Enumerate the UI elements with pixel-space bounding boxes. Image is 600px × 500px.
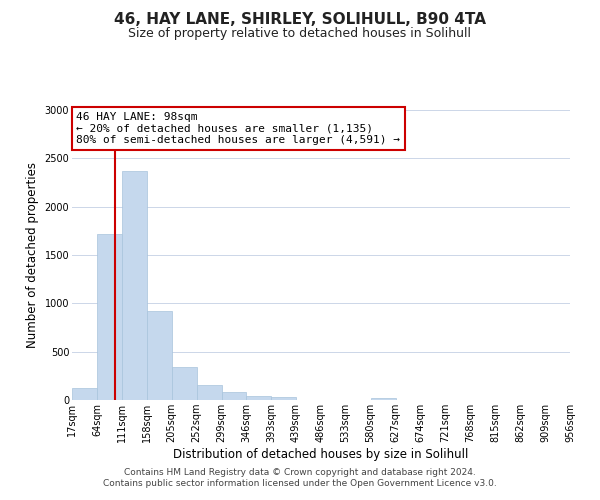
Text: 46 HAY LANE: 98sqm
← 20% of detached houses are smaller (1,135)
80% of semi-deta: 46 HAY LANE: 98sqm ← 20% of detached hou… (76, 112, 400, 145)
Text: 46, HAY LANE, SHIRLEY, SOLIHULL, B90 4TA: 46, HAY LANE, SHIRLEY, SOLIHULL, B90 4TA (114, 12, 486, 28)
Y-axis label: Number of detached properties: Number of detached properties (26, 162, 39, 348)
Bar (247, 396, 271, 400)
Bar (371, 398, 395, 400)
Bar (72, 388, 97, 400)
Bar (271, 397, 296, 400)
X-axis label: Distribution of detached houses by size in Solihull: Distribution of detached houses by size … (173, 448, 469, 461)
Text: Size of property relative to detached houses in Solihull: Size of property relative to detached ho… (128, 28, 472, 40)
Bar (97, 234, 122, 400)
Bar (197, 385, 221, 400)
Bar (147, 311, 172, 400)
Text: Contains HM Land Registry data © Crown copyright and database right 2024.
Contai: Contains HM Land Registry data © Crown c… (103, 468, 497, 487)
Bar (221, 392, 247, 400)
Bar (172, 366, 197, 400)
Bar (122, 171, 147, 400)
